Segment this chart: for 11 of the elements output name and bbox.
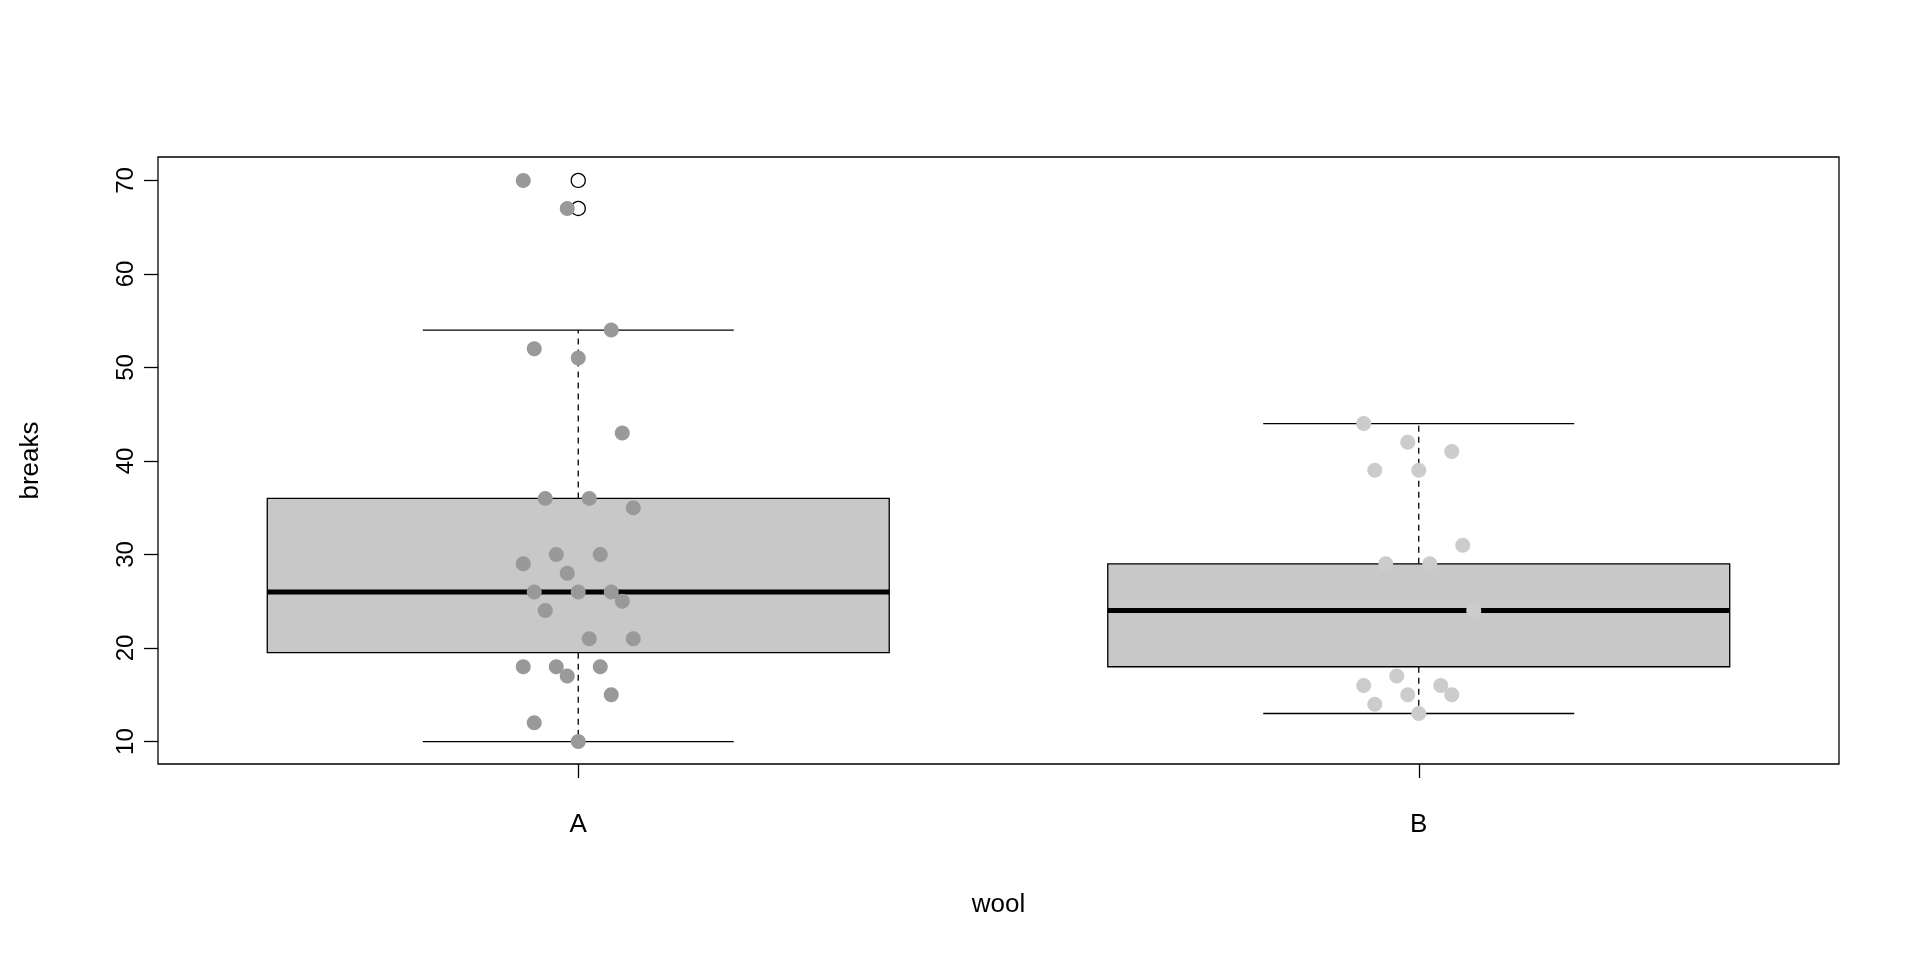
y-tick-label: 40 — [110, 447, 138, 475]
x-axis-title: wool — [970, 888, 1026, 918]
y-tick-label: 50 — [110, 354, 138, 381]
y-tick-label: 60 — [110, 260, 138, 288]
x-tick-label: B — [1410, 808, 1428, 838]
y-tick-label: 10 — [110, 728, 138, 755]
y-tick-label: 20 — [110, 634, 138, 662]
y-tick-label: 30 — [110, 541, 138, 568]
y-tick-label: 70 — [110, 167, 138, 194]
y-axis-title: breaks — [14, 421, 44, 500]
x-tick-label: A — [569, 808, 588, 838]
